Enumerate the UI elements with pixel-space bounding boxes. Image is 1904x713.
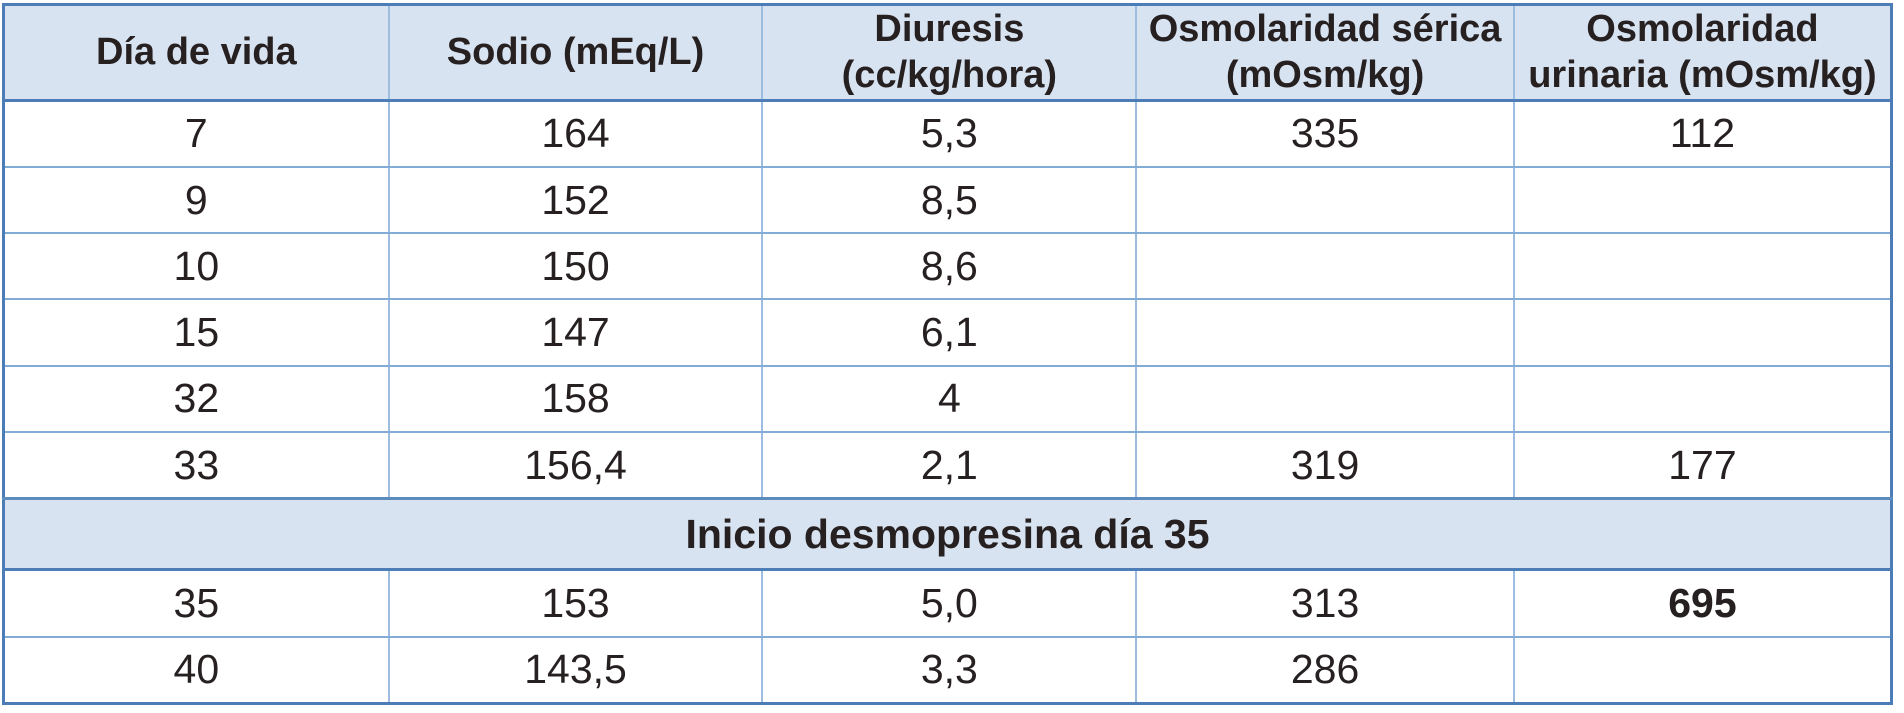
cell-sodio: 147 — [387, 298, 764, 367]
cell-osm-serica: 319 — [1135, 430, 1515, 500]
table-header: Día de vida Sodio (mEq/L) Diuresis (cc/k… — [2, 3, 1893, 102]
cell-osm-serica — [1135, 298, 1515, 367]
cell-dia: 32 — [2, 364, 390, 433]
column-header-osmolaridad-serica: Osmolaridad sérica (mOsm/kg) — [1135, 3, 1515, 102]
cell-diuresis: 3,3 — [761, 635, 1138, 705]
cell-osm-serica: 313 — [1135, 568, 1515, 638]
cell-diuresis: 6,1 — [761, 298, 1138, 367]
cell-dia: 9 — [2, 166, 390, 235]
cell-sodio: 152 — [387, 166, 764, 235]
header-row: Día de vida Sodio (mEq/L) Diuresis (cc/k… — [2, 3, 1893, 102]
cell-osm-serica — [1135, 232, 1515, 301]
cell-sodio: 156,4 — [387, 430, 764, 500]
table-row: 35 153 5,0 313 695 — [2, 568, 1893, 638]
cell-dia: 35 — [2, 568, 390, 638]
cell-diuresis: 8,6 — [761, 232, 1138, 301]
cell-dia: 40 — [2, 635, 390, 705]
cell-sodio: 150 — [387, 232, 764, 301]
section-divider-row: Inicio desmopresina día 35 — [2, 497, 1893, 572]
cell-dia: 33 — [2, 430, 390, 500]
table-row: 9 152 8,5 — [2, 166, 1893, 235]
cell-dia: 10 — [2, 232, 390, 301]
cell-sodio: 153 — [387, 568, 764, 638]
cell-osm-urinaria — [1512, 635, 1893, 705]
column-header-sodio: Sodio (mEq/L) — [387, 3, 764, 102]
table-body: 7 164 5,3 335 112 9 152 8,5 10 150 8,6 — [2, 99, 1893, 705]
cell-osm-urinaria — [1512, 364, 1893, 433]
cell-dia: 7 — [2, 99, 390, 169]
cell-diuresis: 8,5 — [761, 166, 1138, 235]
cell-diuresis: 4 — [761, 364, 1138, 433]
table-row: 15 147 6,1 — [2, 298, 1893, 367]
lab-values-table-container: Día de vida Sodio (mEq/L) Diuresis (cc/k… — [2, 3, 1893, 705]
cell-osm-serica — [1135, 364, 1515, 433]
cell-osm-serica: 286 — [1135, 635, 1515, 705]
cell-diuresis: 5,0 — [761, 568, 1138, 638]
cell-diuresis: 2,1 — [761, 430, 1138, 500]
column-header-osmolaridad-urinaria: Osmolaridad urinaria (mOsm/kg) — [1512, 3, 1893, 102]
table-row: 40 143,5 3,3 286 — [2, 635, 1893, 705]
column-header-diuresis: Diuresis (cc/kg/hora) — [761, 3, 1138, 102]
cell-osm-urinaria — [1512, 232, 1893, 301]
table-row: 7 164 5,3 335 112 — [2, 99, 1893, 169]
cell-osm-urinaria: 112 — [1512, 99, 1893, 169]
cell-osm-urinaria-emphasized: 695 — [1512, 568, 1893, 638]
section-divider-label: Inicio desmopresina día 35 — [2, 497, 1893, 572]
cell-sodio: 158 — [387, 364, 764, 433]
cell-osm-serica — [1135, 166, 1515, 235]
cell-osm-serica: 335 — [1135, 99, 1515, 169]
cell-sodio: 164 — [387, 99, 764, 169]
column-header-dia-de-vida: Día de vida — [2, 3, 390, 102]
cell-dia: 15 — [2, 298, 390, 367]
cell-osm-urinaria — [1512, 298, 1893, 367]
table-row: 32 158 4 — [2, 364, 1893, 433]
cell-sodio: 143,5 — [387, 635, 764, 705]
lab-values-table: Día de vida Sodio (mEq/L) Diuresis (cc/k… — [2, 3, 1893, 705]
cell-osm-urinaria — [1512, 166, 1893, 235]
cell-osm-urinaria: 177 — [1512, 430, 1893, 500]
cell-diuresis: 5,3 — [761, 99, 1138, 169]
table-row: 10 150 8,6 — [2, 232, 1893, 301]
table-row: 33 156,4 2,1 319 177 — [2, 430, 1893, 500]
